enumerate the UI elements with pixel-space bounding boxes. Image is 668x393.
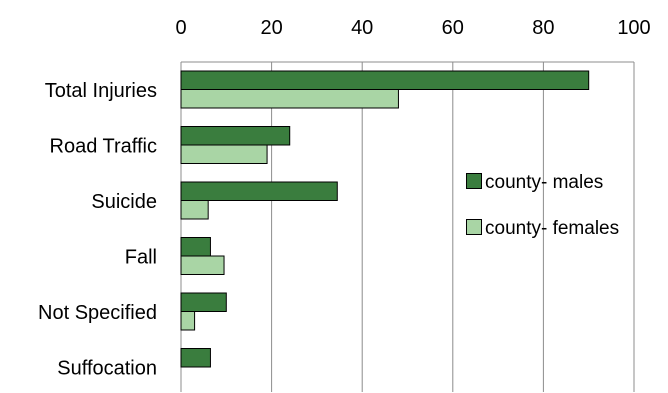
legend-label: county- males: [485, 172, 603, 193]
category-label: Suicide: [91, 191, 157, 213]
bar-females: [180, 255, 225, 275]
bar-females: [180, 200, 209, 220]
bar-females: [180, 89, 399, 109]
bar-females: [180, 144, 268, 164]
bar-males: [180, 348, 211, 368]
legend: county- males county- females: [466, 172, 619, 239]
bar-males: [180, 237, 211, 257]
bar-males: [180, 70, 590, 90]
x-tick-label: 60: [442, 17, 464, 39]
category-label: Road Traffic: [50, 136, 157, 158]
x-tick-label: 0: [175, 17, 186, 39]
x-tick-label: 100: [617, 17, 650, 39]
category-labels: Total Injuries Road Traffic Suicide Fall Not…: [38, 80, 157, 380]
category-label: Fall: [125, 247, 157, 269]
category-label: Not Specified: [38, 302, 157, 324]
category-label: Suffocation: [57, 358, 157, 380]
bar-females: [180, 311, 196, 331]
legend-swatch: [466, 219, 482, 235]
x-tick-label: 20: [260, 17, 282, 39]
category-label: Total Injuries: [45, 80, 157, 102]
legend-label: county- females: [485, 218, 619, 239]
x-tick-label: 40: [351, 17, 373, 39]
gridlines: [180, 61, 635, 392]
bar-males: [180, 181, 338, 201]
x-tick-label: 80: [532, 17, 554, 39]
x-tick-labels: 0 20 40 60 80 100: [175, 17, 650, 39]
bar-males: [180, 292, 227, 312]
legend-swatch: [466, 173, 482, 189]
bars: [180, 70, 590, 368]
bar-males: [180, 126, 291, 146]
